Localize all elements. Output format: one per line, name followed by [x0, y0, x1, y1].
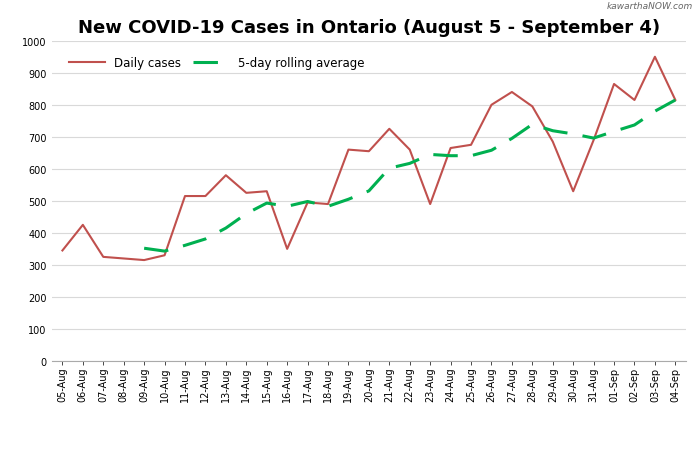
Daily cases [671, 98, 679, 104]
Daily cases [548, 139, 557, 145]
Daily cases [651, 55, 659, 60]
5-day rolling average [467, 154, 475, 159]
Daily cases [528, 104, 537, 110]
Daily cases [79, 223, 87, 228]
5-day rolling average [446, 154, 454, 159]
5-day rolling average [242, 212, 251, 217]
Daily cases [120, 256, 128, 262]
Daily cases [303, 200, 312, 206]
Daily cases [324, 202, 332, 207]
Daily cases [426, 202, 434, 207]
Daily cases [222, 173, 230, 179]
5-day rolling average [303, 199, 312, 205]
Legend: Daily cases, 5-day rolling average: Daily cases, 5-day rolling average [65, 52, 369, 75]
Daily cases [345, 148, 353, 153]
Text: kawarthaNOW.com: kawarthaNOW.com [606, 2, 693, 11]
Daily cases [631, 98, 639, 104]
5-day rolling average [365, 189, 373, 194]
Line: 5-day rolling average: 5-day rolling average [144, 101, 675, 251]
Daily cases [467, 143, 475, 148]
5-day rolling average [201, 237, 209, 242]
5-day rolling average [406, 161, 414, 167]
Daily cases [99, 255, 107, 260]
Daily cases [140, 258, 148, 263]
5-day rolling average [262, 201, 271, 206]
Daily cases [590, 138, 598, 144]
Daily cases [385, 127, 393, 132]
5-day rolling average [507, 136, 516, 142]
5-day rolling average [671, 98, 679, 104]
Daily cases [262, 189, 271, 194]
5-day rolling average [345, 197, 353, 203]
5-day rolling average [385, 166, 393, 172]
5-day rolling average [324, 204, 332, 210]
5-day rolling average [140, 246, 148, 251]
5-day rolling average [610, 129, 618, 135]
Title: New COVID-19 Cases in Ontario (August 5 - September 4): New COVID-19 Cases in Ontario (August 5 … [78, 19, 660, 38]
Daily cases [201, 194, 209, 200]
5-day rolling average [283, 204, 292, 210]
Daily cases [58, 248, 67, 254]
Daily cases [283, 246, 292, 252]
Daily cases [181, 194, 189, 200]
5-day rolling average [222, 226, 230, 232]
Daily cases [487, 103, 496, 108]
5-day rolling average [590, 136, 598, 142]
Daily cases [406, 148, 414, 153]
Daily cases [569, 189, 578, 194]
Line: Daily cases: Daily cases [63, 57, 675, 261]
5-day rolling average [487, 148, 496, 154]
Daily cases [160, 253, 168, 258]
Daily cases [507, 90, 516, 95]
5-day rolling average [160, 249, 168, 254]
5-day rolling average [528, 122, 537, 128]
5-day rolling average [569, 132, 578, 138]
Daily cases [365, 149, 373, 155]
5-day rolling average [631, 123, 639, 128]
Daily cases [446, 146, 454, 151]
5-day rolling average [548, 129, 557, 134]
5-day rolling average [181, 243, 189, 249]
Daily cases [610, 82, 618, 88]
5-day rolling average [426, 152, 434, 158]
5-day rolling average [651, 109, 659, 115]
Daily cases [242, 191, 251, 196]
